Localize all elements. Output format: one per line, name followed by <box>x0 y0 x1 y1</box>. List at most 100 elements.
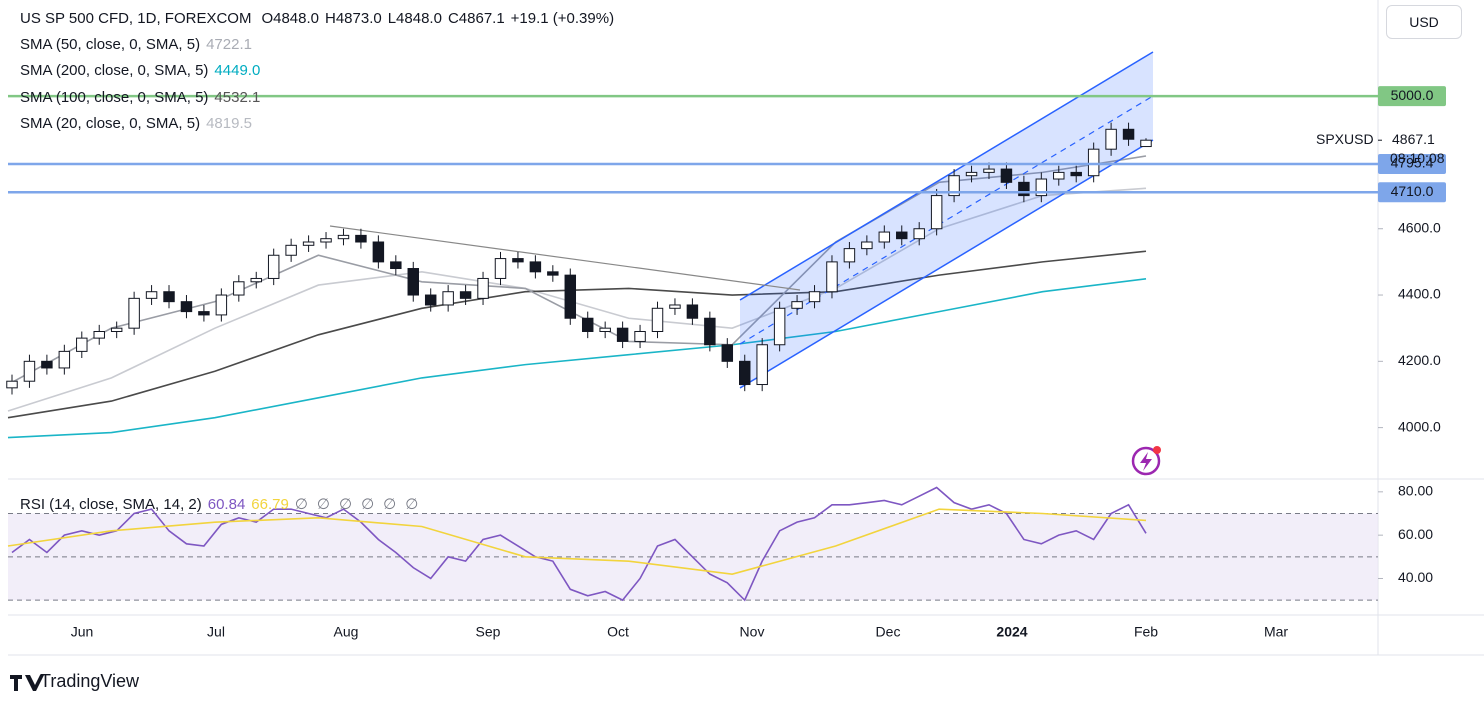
sma-value: 4449.0 <box>214 62 261 80</box>
sma-legend-row[interactable]: SMA (200, close, 0, SMA, 5) 4449.0 <box>20 62 266 79</box>
rsi-flag: ∅ <box>339 496 353 513</box>
candle-body <box>878 231 891 243</box>
y-tick-label: 4200.0 <box>1398 352 1441 368</box>
sma-legend-row[interactable]: SMA (20, close, 0, SMA, 5) 4819.5 <box>20 115 258 132</box>
rsi-flag: ∅ <box>294 496 308 513</box>
candle-body <box>651 307 664 332</box>
y-tick-label: 60.00 <box>1398 526 1433 542</box>
x-tick-label: Jul <box>207 624 225 640</box>
candle-body <box>58 350 71 369</box>
x-tick-label: 2024 <box>996 624 1027 640</box>
candle-body <box>948 175 960 197</box>
candle-body <box>93 330 105 339</box>
currency-button[interactable]: USD <box>1386 5 1462 39</box>
countdown: 08:10:08 <box>1390 150 1445 166</box>
ohlc-value: L4848.0 <box>387 10 442 27</box>
candle-body <box>634 330 646 342</box>
candle-body <box>424 294 437 306</box>
candle-body <box>76 337 88 352</box>
candle-body <box>599 327 611 332</box>
candle-body <box>965 171 978 177</box>
trend-line <box>329 225 801 291</box>
candle-body <box>267 254 280 279</box>
rsi-line <box>7 508 1147 575</box>
regression-channel <box>740 52 1153 388</box>
candle-body <box>233 281 245 296</box>
rsi-flag: ∅ <box>361 496 375 513</box>
symbol-legend: US SP 500 CFD, 1D, FOREXCOM O4848.0 H4873.… <box>20 10 620 27</box>
axes: 4600.0 4400.0 4200.0 4000.0 Jun Jul Aug Sep Oct N… <box>71 219 1441 639</box>
candle-body <box>1000 168 1013 183</box>
brand-logo <box>10 675 44 691</box>
x-tick-label: Jun <box>71 624 94 640</box>
event-icon[interactable] <box>1131 446 1161 476</box>
rsi-value: 60.84 <box>207 496 246 513</box>
candle-body <box>547 271 559 276</box>
candle-body <box>739 360 751 386</box>
candle-body <box>686 304 699 319</box>
x-tick-label: Sep <box>476 624 501 640</box>
candle-body <box>1140 139 1152 148</box>
candle-body <box>320 238 332 243</box>
candle-body <box>843 248 856 263</box>
levels: 5000.0 4795.4 4710.0 SPXUSD 4867.1 08:10:08 <box>8 86 1446 203</box>
x-tick-label: Aug <box>334 624 359 640</box>
indicator-lines <box>7 155 1147 602</box>
rsi-flag: ∅ <box>316 496 330 513</box>
sma-name: SMA (100, close, 0, SMA, 5) <box>20 88 209 106</box>
rsi-flag: ∅ <box>405 496 419 513</box>
x-tick-label: Oct <box>607 624 629 640</box>
sma-line <box>7 250 1147 419</box>
ohlc-value: H4873.0 <box>325 10 382 27</box>
candle-body <box>808 291 821 303</box>
ohlc-value: C4867.1 <box>447 10 505 27</box>
sma-legend-row[interactable]: SMA (50, close, 0, SMA, 5) 4722.1 <box>20 36 258 53</box>
y-tick-label: 80.00 <box>1398 483 1433 499</box>
rsi-legend: RSI (14, close, SMA, 14, 2) 60.84 66.79 ∅ ∅ ∅… <box>20 495 427 513</box>
candle-body <box>128 297 140 329</box>
candle-body <box>861 241 873 250</box>
level-label: 4710.0 <box>1391 183 1434 199</box>
x-tick-label: Feb <box>1134 624 1158 640</box>
level-label-box <box>1378 86 1446 107</box>
candle-body <box>564 274 577 319</box>
x-tick-label: Nov <box>740 624 765 640</box>
level-label: 5000.0 <box>1391 87 1434 103</box>
candle-body <box>1053 171 1065 180</box>
candle-body <box>773 307 786 346</box>
candle-body <box>826 261 838 293</box>
candle-body <box>1122 128 1135 140</box>
candle-body <box>581 317 594 332</box>
rsi-line <box>11 486 1147 602</box>
candle-body <box>477 277 489 299</box>
candle-body <box>913 228 925 240</box>
candle-body <box>494 258 507 279</box>
candle-body <box>41 360 53 369</box>
level-label-box <box>1378 153 1446 174</box>
candle-body <box>250 277 262 283</box>
candle-body <box>23 360 36 382</box>
candle-body <box>1105 128 1117 150</box>
sma-line <box>7 187 1147 412</box>
candle-body <box>337 234 350 240</box>
candle-body <box>930 195 943 230</box>
y-tick-label: 4400.0 <box>1398 286 1441 302</box>
candle-body <box>983 168 995 173</box>
candle-body <box>355 234 367 243</box>
candle-body <box>756 344 768 386</box>
channel-lower <box>739 139 1154 389</box>
candle-body <box>896 231 908 240</box>
last-price-label: 4867.1 <box>1392 131 1435 147</box>
candle-body <box>1018 181 1030 197</box>
sma-legend-row[interactable]: SMA (100, close, 0, SMA, 5) 4532.1 <box>20 89 266 106</box>
candle-body <box>791 301 803 309</box>
candle-body <box>616 327 629 342</box>
rsi-flag: ∅ <box>383 496 397 513</box>
candle-body <box>6 380 18 389</box>
y-tick-label: 4600.0 <box>1398 219 1441 235</box>
candle-body <box>669 304 681 309</box>
candle-body <box>302 241 315 246</box>
sma-value: 4722.1 <box>206 36 252 53</box>
candle-body <box>1070 171 1082 177</box>
